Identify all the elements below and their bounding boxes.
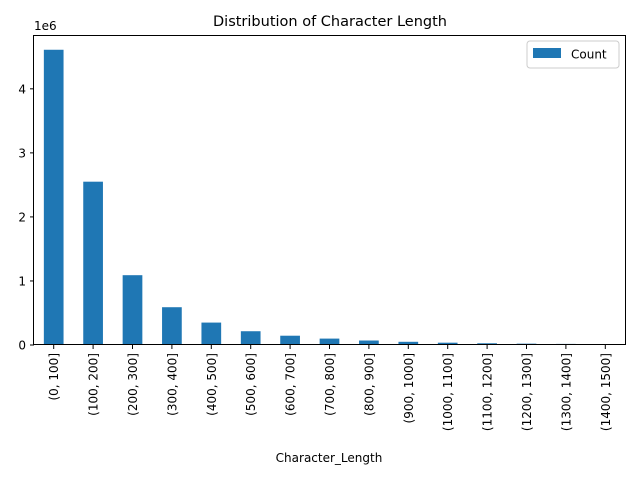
y-tick-label: 3: [18, 146, 26, 160]
bar: [240, 331, 261, 345]
bar: [122, 275, 143, 345]
legend-frame: [526, 40, 620, 69]
bar: [43, 49, 64, 345]
x-tick-label: (400, 500]: [205, 353, 219, 416]
y-tick-label: 1: [18, 274, 26, 288]
y-tick-label: 0: [18, 339, 26, 353]
legend: Count: [526, 40, 620, 69]
bar: [280, 335, 300, 345]
x-tick-label: (1000, 1100]: [441, 353, 455, 431]
legend-swatch: [533, 48, 561, 58]
bar: [398, 341, 419, 345]
bar: [359, 340, 379, 345]
x-tick-label: (700, 800]: [323, 353, 337, 416]
y-tick-label: 2: [18, 210, 26, 224]
x-axis: (0, 100] (100, 200] (200, 300] (300, 400] (4…: [47, 345, 613, 431]
x-tick-label: (1400, 1500]: [599, 353, 613, 431]
x-tick-label: (100, 200]: [87, 353, 101, 416]
bar: [319, 338, 340, 345]
x-tick-label: (900, 1000]: [402, 353, 416, 423]
y-multiplier-label: 1e6: [34, 19, 57, 33]
x-tick-label: (1100, 1200]: [481, 353, 495, 431]
x-tick-label: (0, 100]: [47, 353, 61, 401]
x-tick-label: (200, 300]: [126, 353, 140, 416]
x-tick-label: (1200, 1300]: [520, 353, 534, 431]
bar: [162, 307, 182, 345]
x-tick-label: (800, 900]: [362, 353, 376, 416]
bar: [83, 181, 103, 345]
x-tick-label: (300, 400]: [165, 353, 179, 416]
x-tick-label: (600, 700]: [284, 353, 298, 416]
plot-frame: [33, 35, 626, 345]
legend-label: Count: [571, 48, 607, 62]
bar: [437, 342, 458, 345]
x-axis-label: Character_Length: [276, 451, 383, 465]
x-tick-label: (500, 600]: [244, 353, 258, 416]
bars-group: [43, 49, 616, 345]
chart-title: Distribution of Character Length: [213, 14, 447, 30]
y-tick-label: 4: [18, 82, 26, 96]
bar: [201, 322, 222, 345]
x-tick-label: (1300, 1400]: [559, 353, 573, 431]
